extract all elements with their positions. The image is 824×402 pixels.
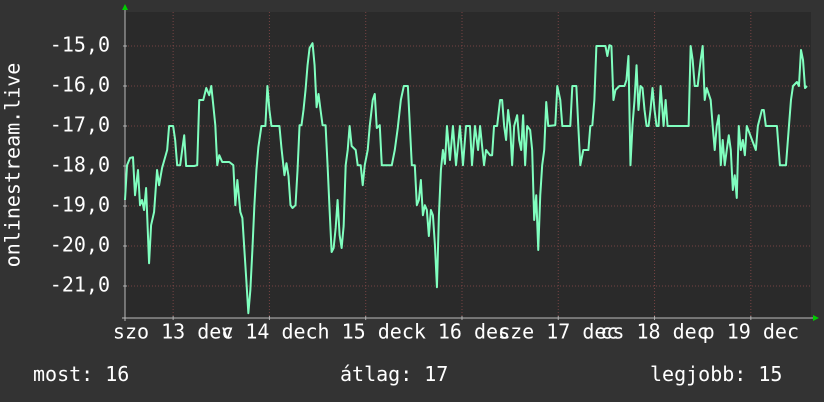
stat: legjobb: 15 [650, 362, 782, 386]
y-tick-label: -21,0 [50, 273, 110, 297]
stat-label: átlag: [340, 362, 412, 386]
stat-label: most: [33, 362, 93, 386]
y-tick-label: -16,0 [50, 73, 110, 97]
y-tick-label: -17,0 [50, 113, 110, 137]
data-line [124, 42, 808, 315]
x-tick-label: k 16 dec [414, 320, 510, 344]
y-axis-arrow [122, 4, 128, 10]
y-tick-label: -20,0 [50, 233, 110, 257]
y-tick-label: -18,0 [50, 153, 110, 177]
stat: most: 16 [33, 362, 129, 386]
x-tick-label: p 19 dec [703, 320, 799, 344]
y-tick-label: -19,0 [50, 193, 110, 217]
stat: átlag: 17 [340, 362, 448, 386]
stat-value: 16 [105, 362, 129, 386]
x-tick-label: v 14 dec [221, 320, 317, 344]
x-tick-label: szo 13 dec [113, 320, 233, 344]
stat-label: legjobb: [650, 362, 746, 386]
x-axis-arrow [813, 315, 819, 321]
stat-value: 17 [424, 362, 448, 386]
stat-value: 15 [758, 362, 782, 386]
y-tick-label: -15,0 [50, 33, 110, 57]
x-tick-label: sze 17 dec [498, 320, 618, 344]
x-tick-label: cs 18 dec [600, 320, 708, 344]
y-axis-title: onlinestream.live [1, 63, 25, 268]
plot-area [125, 12, 811, 318]
x-tick-label: h 15 dec [318, 320, 414, 344]
